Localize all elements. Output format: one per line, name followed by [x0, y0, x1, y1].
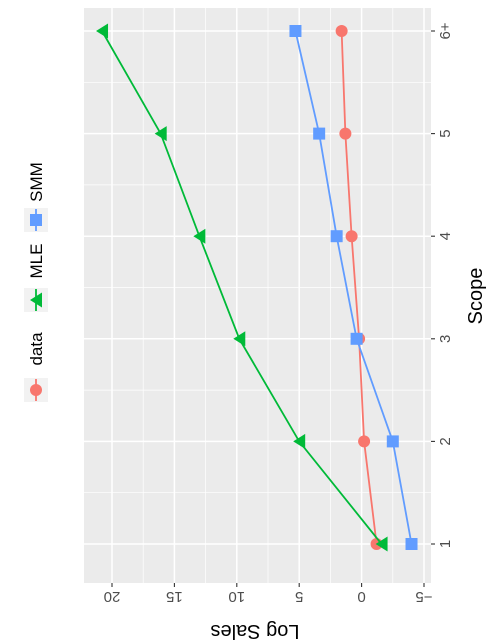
legend-label: MLE	[27, 244, 46, 279]
legend: data MLE SMM	[24, 162, 48, 402]
x-axis-title: Scope	[465, 268, 487, 325]
data-point-SMM	[289, 25, 302, 37]
value-tick-label: 15	[166, 588, 183, 605]
category-tick-label: 2	[437, 437, 454, 445]
series-layer	[96, 23, 418, 552]
category-tick-label: 5	[437, 129, 454, 137]
data-point-SMM	[313, 127, 326, 140]
legend-label: data	[27, 332, 46, 366]
value-tick-label: 0	[357, 588, 365, 605]
category-tick-label: 1	[437, 540, 454, 548]
value-tick-label: 20	[104, 588, 121, 605]
data-point-SMM	[386, 435, 399, 448]
data-point-data	[335, 25, 348, 37]
series-line-data	[340, 30, 378, 545]
value-tick-label: 10	[228, 588, 245, 605]
y-axis-title: Log Sales	[211, 620, 300, 642]
legend-item-data: data	[24, 332, 48, 402]
value-tick-label: 5	[295, 588, 303, 605]
series-SMM	[289, 25, 418, 550]
series-line-MLE	[101, 30, 383, 545]
category-tick-label: 3	[437, 335, 454, 343]
legend-key-marker	[30, 292, 42, 308]
data-point-MLE	[293, 433, 306, 449]
data-point-SMM	[330, 230, 343, 243]
axis-ticks: 1 2 3 4 5 6+ −5 0 5 10 15 20	[104, 22, 454, 605]
data-point-MLE	[96, 23, 109, 39]
legend-item-MLE: MLE	[24, 244, 48, 312]
category-tick-label: 4	[437, 232, 454, 240]
data-point-data	[345, 230, 358, 243]
data-point-SMM	[350, 332, 363, 345]
series-MLE	[96, 23, 388, 552]
legend-label: SMM	[27, 162, 46, 202]
legend-key-marker	[30, 214, 42, 226]
grid-lines	[84, 8, 431, 583]
data-point-data	[339, 127, 352, 140]
data-point-SMM	[405, 538, 418, 550]
data-point-MLE	[193, 228, 206, 244]
legend-item-SMM: SMM	[24, 162, 48, 232]
category-tick-label: 6+	[437, 22, 454, 39]
series-line-SMM	[294, 30, 413, 545]
data-point-MLE	[154, 126, 167, 142]
value-tick-label: −5	[415, 588, 432, 605]
plot-panel	[84, 8, 431, 583]
legend-key-marker	[30, 384, 42, 396]
data-point-MLE	[233, 331, 246, 347]
data-point-data	[358, 435, 371, 448]
data-point-MLE	[375, 536, 388, 552]
